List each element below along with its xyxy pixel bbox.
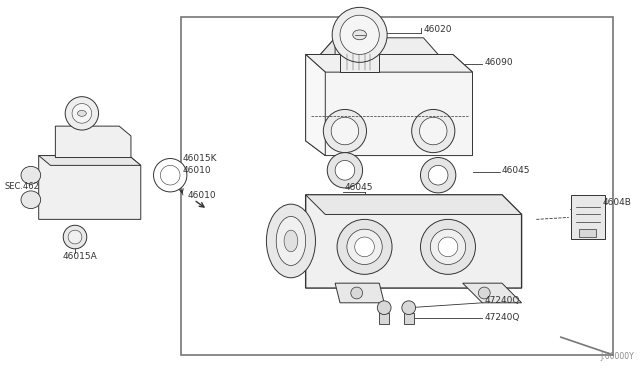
Bar bbox=[579, 229, 596, 237]
Text: 46010: 46010 bbox=[183, 166, 212, 175]
Text: SEC.462: SEC.462 bbox=[4, 182, 39, 190]
Ellipse shape bbox=[266, 204, 316, 278]
Circle shape bbox=[65, 97, 99, 130]
Circle shape bbox=[438, 237, 458, 257]
Circle shape bbox=[337, 219, 392, 274]
Circle shape bbox=[161, 166, 180, 185]
Circle shape bbox=[335, 160, 355, 180]
Text: 46010: 46010 bbox=[188, 191, 216, 200]
Polygon shape bbox=[306, 195, 522, 215]
Circle shape bbox=[63, 225, 87, 249]
Circle shape bbox=[378, 301, 391, 315]
Circle shape bbox=[68, 230, 82, 244]
Ellipse shape bbox=[276, 217, 306, 266]
Circle shape bbox=[428, 166, 448, 185]
Text: 46015K: 46015K bbox=[183, 154, 218, 163]
Circle shape bbox=[154, 158, 187, 192]
Circle shape bbox=[347, 229, 382, 264]
Polygon shape bbox=[321, 38, 335, 54]
Text: 47240Q: 47240Q bbox=[484, 296, 520, 305]
Text: 4604B: 4604B bbox=[602, 198, 631, 207]
Ellipse shape bbox=[77, 110, 86, 116]
Text: 46015A: 46015A bbox=[62, 252, 97, 261]
Circle shape bbox=[351, 287, 363, 299]
Polygon shape bbox=[38, 155, 141, 166]
Text: 46045: 46045 bbox=[345, 183, 373, 192]
Polygon shape bbox=[335, 283, 384, 303]
Polygon shape bbox=[463, 283, 522, 303]
Circle shape bbox=[327, 153, 363, 188]
Ellipse shape bbox=[284, 230, 298, 252]
Circle shape bbox=[323, 109, 367, 153]
Polygon shape bbox=[38, 155, 141, 219]
Circle shape bbox=[331, 117, 358, 145]
Circle shape bbox=[332, 7, 387, 62]
Circle shape bbox=[419, 117, 447, 145]
Circle shape bbox=[412, 109, 455, 153]
Circle shape bbox=[479, 287, 490, 299]
Polygon shape bbox=[306, 195, 522, 288]
Text: J:60000Y: J:60000Y bbox=[600, 352, 634, 361]
Polygon shape bbox=[321, 38, 438, 54]
Bar bbox=[181, 17, 613, 355]
Bar bbox=[380, 312, 389, 324]
Circle shape bbox=[72, 103, 92, 123]
Ellipse shape bbox=[21, 166, 41, 184]
Circle shape bbox=[355, 237, 374, 257]
Circle shape bbox=[340, 15, 380, 54]
Text: 47240Q: 47240Q bbox=[484, 313, 520, 322]
Polygon shape bbox=[306, 54, 325, 155]
Text: 46045: 46045 bbox=[502, 166, 531, 175]
Polygon shape bbox=[306, 54, 472, 72]
Circle shape bbox=[420, 219, 476, 274]
Ellipse shape bbox=[353, 30, 367, 40]
Polygon shape bbox=[306, 54, 472, 155]
Polygon shape bbox=[56, 126, 131, 157]
Text: 46020: 46020 bbox=[424, 25, 452, 35]
Circle shape bbox=[420, 157, 456, 193]
Circle shape bbox=[402, 301, 415, 315]
Ellipse shape bbox=[21, 191, 41, 209]
Bar bbox=[340, 54, 380, 72]
Text: 46090: 46090 bbox=[484, 58, 513, 67]
Bar bbox=[571, 195, 605, 239]
Circle shape bbox=[430, 229, 466, 264]
Bar bbox=[404, 312, 413, 324]
